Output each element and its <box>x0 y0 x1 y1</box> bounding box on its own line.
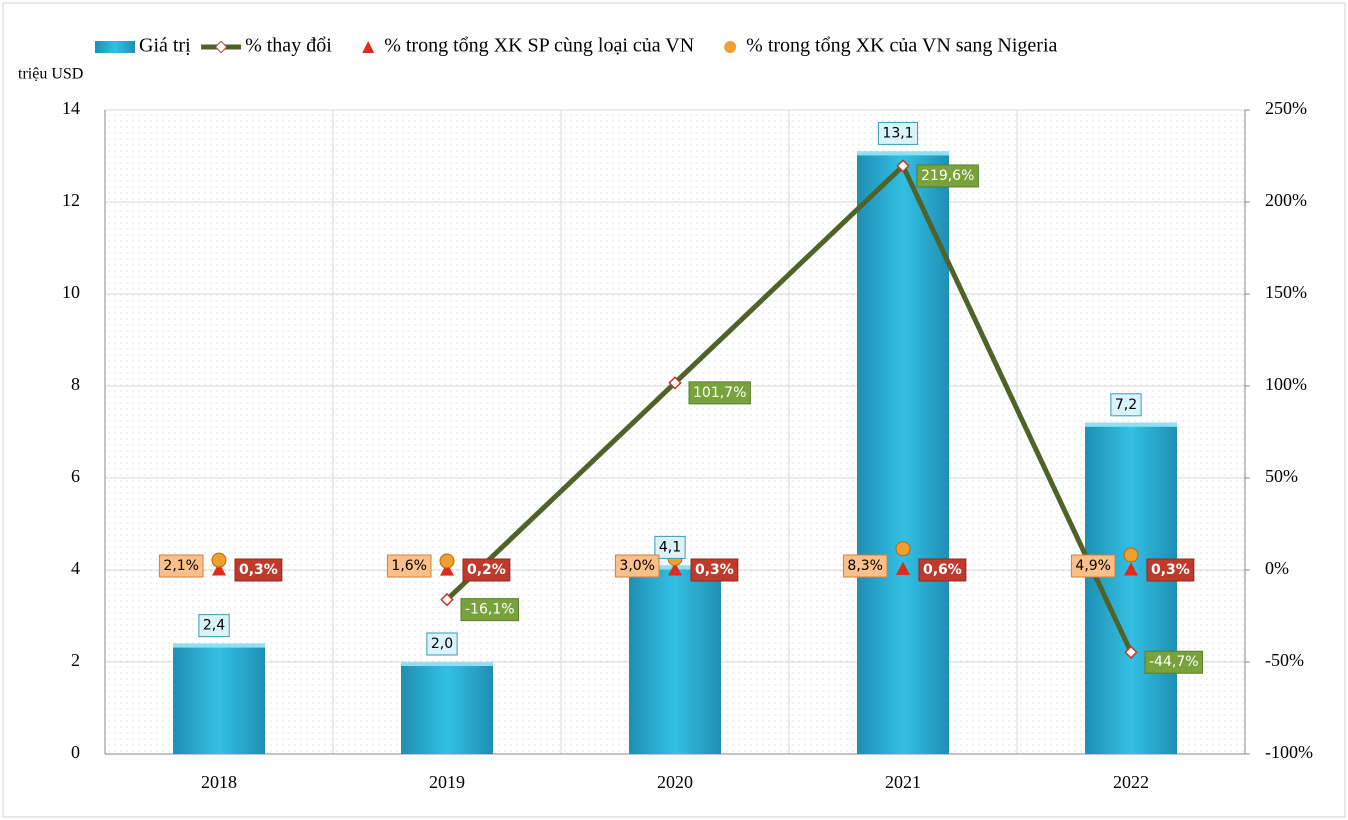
line-marker <box>1124 645 1138 659</box>
legend-swatch <box>724 41 737 53</box>
legend-label: % thay đổi <box>245 35 332 57</box>
bar-top <box>1085 422 1177 427</box>
data-label-box <box>158 554 204 578</box>
x-tick-label: 2021 <box>885 772 921 792</box>
y-tick-label: 6 <box>71 466 80 486</box>
data-label: 101,7% <box>693 385 746 401</box>
line <box>445 161 1134 654</box>
circle-marker <box>1123 547 1139 563</box>
y-tick-label: 12 <box>62 190 80 210</box>
line-marker <box>668 376 682 390</box>
y-tick-label: 8 <box>71 374 80 394</box>
triangle-marker <box>668 562 682 576</box>
x-tick-label: 2022 <box>1113 772 1149 792</box>
bar <box>629 565 721 754</box>
legend-swatch-marker <box>214 40 228 54</box>
data-label: 2,1% <box>163 558 199 574</box>
data-label: 219,6% <box>921 168 974 184</box>
y2-tick-label: 50% <box>1265 466 1298 486</box>
data-label: 0,2% <box>467 562 506 578</box>
legend-swatch <box>95 41 135 53</box>
y2-tick-label: 150% <box>1265 282 1307 302</box>
data-label: 0,3% <box>239 562 278 578</box>
data-label: 7,2 <box>1115 397 1137 413</box>
y-tick-label: 4 <box>71 558 80 578</box>
line-marker <box>440 592 454 607</box>
x-tick-label: 2020 <box>657 772 693 792</box>
bar-top <box>401 662 493 666</box>
y-tick-label: 10 <box>62 282 80 302</box>
data-label-box <box>877 121 919 145</box>
data-label-box <box>918 558 967 582</box>
y-axis-label: triệu USD <box>18 66 83 83</box>
data-label-box <box>1070 554 1116 578</box>
data-label: 1,6% <box>391 558 427 574</box>
triangle-marker <box>1124 562 1138 576</box>
y2-tick-label: -50% <box>1265 650 1304 670</box>
data-label-box <box>916 164 979 188</box>
y-tick-label: 14 <box>62 98 80 118</box>
bar <box>173 643 265 754</box>
data-label: 2,0 <box>431 636 453 652</box>
data-label: 13,1 <box>882 125 913 141</box>
data-label: 3,0% <box>619 558 655 574</box>
data-label-box <box>1110 393 1142 417</box>
data-label: 0,3% <box>695 562 734 578</box>
circle-marker <box>895 541 911 557</box>
triangle-marker <box>896 561 910 575</box>
data-label-box <box>426 632 458 656</box>
y2-tick-label: 0% <box>1265 558 1289 578</box>
legend-swatch <box>362 41 375 53</box>
circle-marker <box>439 553 455 569</box>
y2-tick-label: 200% <box>1265 190 1307 210</box>
data-label-box <box>386 554 432 578</box>
data-label: 0,3% <box>1151 562 1190 578</box>
data-label-box <box>234 558 283 582</box>
bar <box>857 151 949 754</box>
bar-top <box>173 643 265 648</box>
data-label-box <box>614 554 660 578</box>
y-tick-label: 0 <box>71 742 80 762</box>
data-label-box <box>1144 650 1204 674</box>
x-tick-label: 2019 <box>429 772 465 792</box>
y2-tick-label: 100% <box>1265 374 1307 394</box>
y2-tick-label: 250% <box>1265 98 1307 118</box>
data-label: 4,1 <box>659 539 681 555</box>
data-label: 4,9% <box>1075 558 1111 574</box>
bar <box>401 662 493 754</box>
y-tick-label: 2 <box>71 650 80 670</box>
data-label: -16,1% <box>465 602 515 618</box>
data-label-box <box>690 558 739 582</box>
circle-marker <box>211 552 227 568</box>
data-label: -44,7% <box>1149 654 1199 670</box>
legend-label: % trong tổng XK của VN sang Nigeria <box>746 35 1057 57</box>
data-label-box <box>654 535 686 559</box>
data-label-box <box>460 598 520 622</box>
data-label-box <box>688 381 751 405</box>
data-label: 2,4 <box>203 618 225 634</box>
data-label-box <box>842 554 888 578</box>
data-label: 0,6% <box>923 562 962 578</box>
triangle-marker <box>212 562 226 576</box>
data-label-box <box>462 558 511 582</box>
x-tick-label: 2018 <box>201 772 237 792</box>
data-label: 8,3% <box>847 558 883 574</box>
data-label-box <box>198 614 230 638</box>
data-label-box <box>1146 558 1195 582</box>
legend-label: % trong tổng XK SP cùng loại của VN <box>384 35 694 57</box>
line-marker <box>896 159 910 173</box>
y2-tick-label: -100% <box>1265 742 1313 762</box>
legend-label: Giá trị <box>139 35 191 57</box>
triangle-marker <box>440 562 454 576</box>
bar-top <box>857 151 949 156</box>
